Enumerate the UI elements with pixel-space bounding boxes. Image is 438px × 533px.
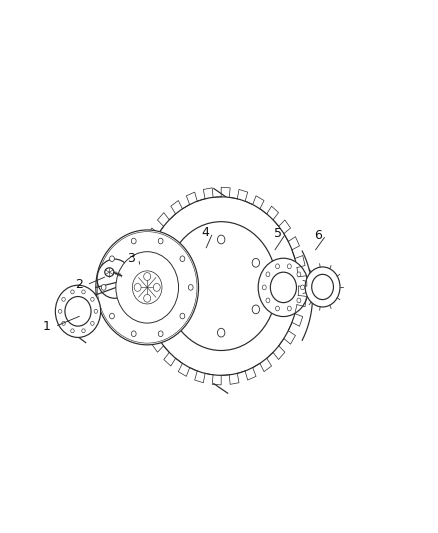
Ellipse shape bbox=[153, 284, 160, 292]
Ellipse shape bbox=[65, 296, 91, 326]
Text: 3: 3 bbox=[127, 252, 135, 265]
Ellipse shape bbox=[252, 305, 260, 314]
Ellipse shape bbox=[218, 328, 225, 337]
Ellipse shape bbox=[94, 309, 98, 313]
Ellipse shape bbox=[312, 274, 333, 300]
Text: 5: 5 bbox=[274, 228, 282, 240]
Ellipse shape bbox=[262, 285, 266, 290]
Ellipse shape bbox=[144, 272, 151, 280]
Ellipse shape bbox=[270, 272, 297, 303]
Ellipse shape bbox=[183, 259, 190, 267]
Ellipse shape bbox=[266, 298, 270, 303]
Ellipse shape bbox=[91, 321, 94, 325]
Ellipse shape bbox=[62, 321, 65, 325]
Ellipse shape bbox=[183, 305, 190, 314]
Ellipse shape bbox=[82, 290, 85, 294]
Ellipse shape bbox=[134, 284, 141, 292]
Ellipse shape bbox=[297, 272, 301, 277]
Ellipse shape bbox=[131, 238, 136, 244]
Ellipse shape bbox=[188, 285, 193, 290]
Ellipse shape bbox=[297, 298, 301, 303]
Ellipse shape bbox=[305, 267, 340, 307]
Ellipse shape bbox=[266, 272, 270, 277]
Ellipse shape bbox=[110, 256, 114, 262]
Ellipse shape bbox=[82, 329, 85, 333]
Ellipse shape bbox=[287, 264, 291, 269]
Ellipse shape bbox=[166, 222, 277, 351]
Ellipse shape bbox=[110, 313, 114, 319]
Ellipse shape bbox=[116, 252, 179, 323]
Ellipse shape bbox=[71, 329, 74, 333]
Ellipse shape bbox=[180, 313, 185, 319]
Ellipse shape bbox=[158, 238, 163, 244]
Ellipse shape bbox=[97, 259, 132, 298]
Ellipse shape bbox=[71, 290, 74, 294]
Ellipse shape bbox=[218, 235, 225, 244]
Ellipse shape bbox=[144, 294, 151, 302]
Text: 2: 2 bbox=[75, 278, 83, 291]
Ellipse shape bbox=[96, 230, 198, 345]
Ellipse shape bbox=[258, 258, 309, 317]
Ellipse shape bbox=[180, 256, 185, 262]
Ellipse shape bbox=[252, 259, 260, 267]
Ellipse shape bbox=[287, 306, 291, 311]
Ellipse shape bbox=[144, 197, 299, 375]
Ellipse shape bbox=[276, 264, 279, 269]
Ellipse shape bbox=[276, 306, 279, 311]
Text: 1: 1 bbox=[43, 320, 51, 333]
Ellipse shape bbox=[58, 309, 62, 313]
Text: 6: 6 bbox=[314, 229, 322, 241]
Ellipse shape bbox=[158, 331, 163, 336]
Ellipse shape bbox=[101, 285, 106, 290]
Ellipse shape bbox=[91, 297, 94, 301]
Ellipse shape bbox=[131, 331, 136, 336]
Ellipse shape bbox=[105, 268, 114, 277]
Ellipse shape bbox=[132, 271, 162, 304]
Text: 4: 4 bbox=[201, 226, 209, 239]
Ellipse shape bbox=[300, 285, 304, 290]
Ellipse shape bbox=[62, 297, 65, 301]
Ellipse shape bbox=[55, 285, 101, 337]
